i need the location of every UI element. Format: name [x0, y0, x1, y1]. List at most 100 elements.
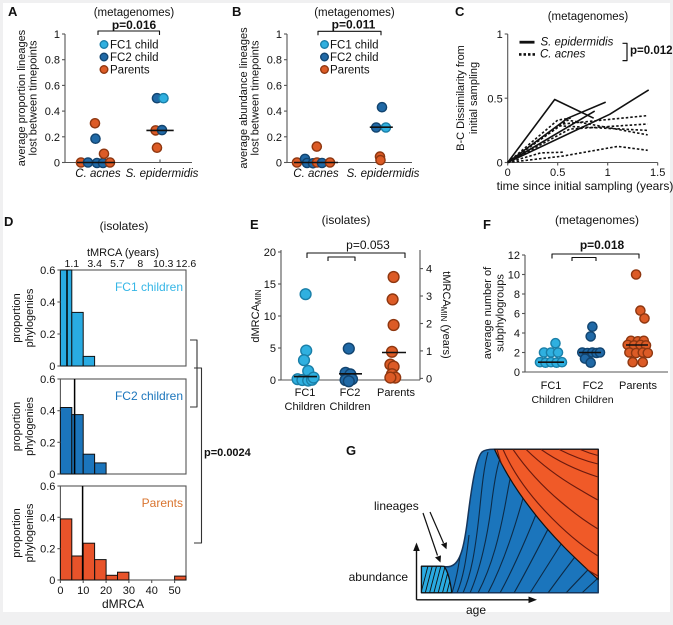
svg-text:6: 6 [514, 309, 520, 321]
svg-text:lost between timepoints: lost between timepoints [250, 40, 262, 155]
svg-text:phylogenies: phylogenies [24, 288, 36, 347]
svg-text:0.5: 0.5 [487, 93, 502, 105]
svg-text:p=0.012: p=0.012 [630, 45, 673, 57]
svg-text:p=0.053: p=0.053 [346, 238, 390, 252]
svg-text:1: 1 [54, 29, 60, 41]
svg-text:G: G [346, 443, 356, 458]
svg-text:2: 2 [426, 319, 432, 331]
svg-text:3.4: 3.4 [87, 258, 102, 270]
svg-text:average proportion lineages: average proportion lineages [16, 29, 28, 166]
svg-text:(metagenomes): (metagenomes) [94, 7, 175, 19]
svg-text:FC1: FC1 [295, 387, 316, 399]
svg-text:0: 0 [49, 575, 55, 587]
svg-text:age: age [466, 603, 486, 617]
svg-text:p=0.011: p=0.011 [332, 18, 376, 32]
svg-text:20: 20 [264, 247, 276, 259]
svg-text:D: D [4, 214, 13, 229]
svg-text:1: 1 [605, 167, 611, 179]
svg-text:FC2 child: FC2 child [110, 52, 159, 64]
svg-text:0: 0 [497, 158, 503, 170]
svg-text:p=0.016: p=0.016 [112, 18, 157, 32]
svg-text:0.8: 0.8 [267, 55, 282, 67]
svg-text:0.2: 0.2 [40, 329, 55, 341]
svg-text:12.6: 12.6 [176, 258, 197, 270]
svg-text:(metagenomes): (metagenomes) [314, 7, 395, 19]
svg-text:0: 0 [270, 375, 276, 387]
svg-text:Children: Children [574, 394, 613, 406]
svg-text:3: 3 [426, 291, 432, 303]
svg-text:phylogenies: phylogenies [24, 503, 36, 562]
svg-text:tMRCAMIN (years): tMRCAMIN (years) [439, 271, 452, 358]
svg-text:FC2: FC2 [340, 387, 361, 399]
svg-text:2: 2 [514, 348, 520, 360]
svg-text:(metagenomes): (metagenomes) [548, 11, 629, 23]
svg-text:4: 4 [514, 328, 520, 340]
svg-text:average abundance lineages: average abundance lineages [238, 27, 250, 169]
svg-text:S. epidermidis: S. epidermidis [541, 37, 614, 49]
svg-text:0.6: 0.6 [40, 265, 55, 277]
svg-text:0: 0 [57, 585, 63, 597]
svg-text:10: 10 [77, 585, 89, 597]
svg-text:5.7: 5.7 [110, 258, 125, 270]
svg-text:proportion: proportion [11, 508, 23, 558]
svg-text:F: F [483, 217, 491, 232]
svg-text:8: 8 [514, 289, 520, 301]
svg-text:Parents: Parents [619, 380, 657, 392]
svg-text:12: 12 [508, 250, 520, 262]
svg-text:Children: Children [285, 401, 326, 413]
svg-text:30: 30 [123, 585, 135, 597]
svg-text:0.4: 0.4 [40, 406, 55, 418]
svg-text:Parents: Parents [142, 496, 183, 510]
svg-text:0: 0 [505, 167, 511, 179]
svg-text:FC1 child: FC1 child [330, 40, 379, 52]
svg-text:dMRCAMIN: dMRCAMIN [250, 289, 263, 342]
svg-text:0.4: 0.4 [267, 106, 282, 118]
svg-text:proportion: proportion [11, 402, 23, 452]
svg-text:S. epidermidis: S. epidermidis [126, 168, 199, 180]
svg-text:1: 1 [497, 29, 503, 41]
svg-text:B: B [232, 4, 241, 19]
svg-text:0.6: 0.6 [40, 481, 55, 493]
svg-text:0: 0 [426, 373, 432, 385]
svg-text:0.6: 0.6 [40, 374, 55, 386]
svg-text:0: 0 [49, 361, 55, 373]
svg-text:time since initial sampling (y: time since initial sampling (years) [497, 179, 673, 193]
svg-text:4: 4 [426, 264, 432, 276]
svg-text:Parents: Parents [330, 65, 370, 77]
svg-text:0.8: 0.8 [45, 55, 60, 67]
svg-text:20: 20 [100, 585, 112, 597]
svg-text:FC1 children: FC1 children [115, 280, 183, 294]
svg-text:10: 10 [264, 311, 276, 323]
svg-text:1.1: 1.1 [65, 258, 80, 270]
svg-text:50: 50 [168, 585, 180, 597]
svg-text:15: 15 [264, 279, 276, 291]
svg-text:0: 0 [49, 469, 55, 481]
svg-text:E: E [250, 217, 259, 232]
svg-text:0.5: 0.5 [550, 167, 565, 179]
svg-text:abundance: abundance [349, 570, 409, 584]
svg-text:FC1 child: FC1 child [110, 40, 159, 52]
svg-text:0: 0 [514, 367, 520, 379]
svg-text:1: 1 [276, 29, 282, 41]
svg-text:C. acnes: C. acnes [293, 168, 339, 180]
svg-text:0.6: 0.6 [267, 80, 282, 92]
svg-text:10: 10 [508, 270, 520, 282]
svg-text:Children: Children [531, 394, 570, 406]
svg-text:0.2: 0.2 [40, 544, 55, 556]
svg-text:(metagenomes): (metagenomes) [555, 213, 639, 227]
svg-text:5: 5 [270, 343, 276, 355]
svg-text:0.2: 0.2 [267, 132, 282, 144]
svg-text:0.4: 0.4 [45, 106, 60, 118]
svg-text:A: A [8, 4, 18, 19]
svg-text:0.6: 0.6 [45, 80, 60, 92]
svg-text:0: 0 [276, 158, 282, 170]
svg-text:dMRCA: dMRCA [102, 597, 144, 611]
svg-text:phylogenies: phylogenies [24, 397, 36, 456]
svg-text:(isolates): (isolates) [100, 219, 149, 233]
svg-text:lineages: lineages [374, 499, 419, 513]
svg-text:1.5: 1.5 [650, 167, 665, 179]
svg-text:S. epidermidis: S. epidermidis [347, 168, 420, 180]
svg-text:0.4: 0.4 [40, 512, 55, 524]
svg-text:FC2: FC2 [583, 380, 604, 392]
svg-text:FC1: FC1 [541, 380, 562, 392]
